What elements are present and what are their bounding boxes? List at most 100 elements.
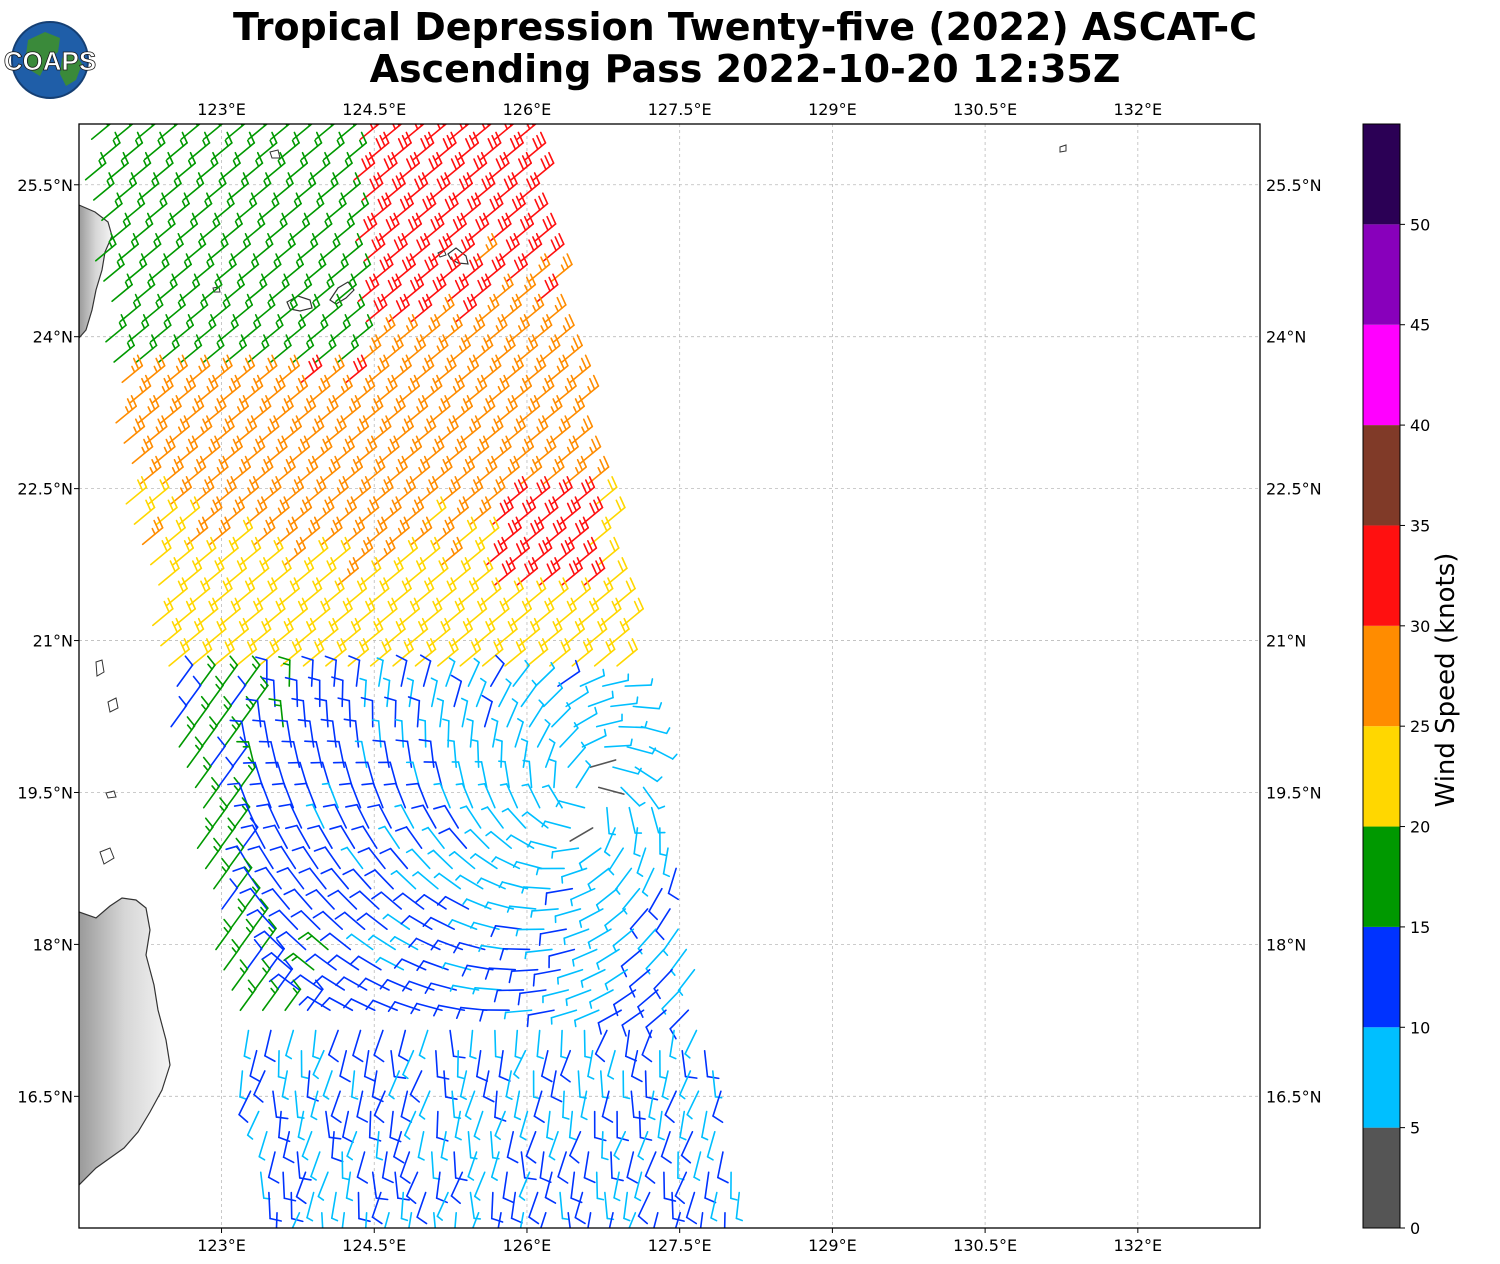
wind-barb [493,989,525,1003]
wind-barb [490,1191,504,1223]
wind-barb [348,655,361,687]
lon-tick-label-bottom: 132°E [1113,1236,1162,1255]
wind-barb [648,1090,656,1121]
wind-barb [416,476,439,505]
wind-barb [581,728,607,748]
wind-barb [306,979,324,1012]
wind-barb [495,738,503,768]
wind-barb [443,1070,458,1101]
wind-barb [555,800,586,809]
wind-barb [307,676,321,708]
wind-barb [341,1212,346,1228]
wind-barb [267,1151,280,1184]
wind-barb [346,933,374,951]
wind-barb [471,1212,480,1228]
wind-barb [525,1130,537,1164]
wind-barb [232,866,260,890]
wind-barb [451,761,466,789]
wind-barb [305,953,337,971]
wind-barb [455,782,474,809]
wind-barb [437,638,459,667]
wind-barb [427,849,453,870]
colorbar-tick-label: 35 [1410,516,1430,535]
wind-barb [264,1029,276,1063]
wind-barb [597,1009,622,1035]
lon-tick-label-bottom: 124.5°E [342,1236,406,1255]
wind-barb [361,395,384,424]
wind-barb [408,1212,413,1228]
wind-barb [587,928,612,950]
wind-barb [211,797,228,829]
wind-barb [551,702,571,728]
wind-barb [284,979,302,1012]
wind-barbs [84,124,743,1228]
wind-barb [430,677,438,708]
wind-barb [317,1171,329,1201]
wind-barb [382,913,411,931]
wind-barb [259,918,277,951]
wind-barb [459,1070,468,1100]
wind-barb [357,977,390,991]
colorbar-tick-label: 50 [1410,215,1430,234]
wind-barb [490,435,512,465]
wind-barb [408,455,431,485]
wind-barb [302,638,325,667]
wind-barb [351,825,378,849]
wind-barb [194,756,212,789]
wind-barb [497,1212,502,1228]
wind-barb [202,776,220,809]
wind-barb [430,939,464,951]
wind-barb [408,937,441,951]
wind-barb [612,766,642,775]
wind-barb [659,1049,667,1080]
wind-barb [321,782,339,809]
wind-barb [604,968,629,991]
title-line-1: Tropical Depression Twenty-five (2022) A… [232,5,1258,49]
lat-tick-label-right: 21°N [1266,632,1306,651]
wind-barb [256,803,280,829]
wind-barb [490,924,523,938]
lon-tick-label-bottom: 126°E [503,1236,552,1255]
wind-barb [546,1110,554,1141]
wind-barb [520,679,538,708]
wind-barb [514,273,537,303]
wind-barb [131,435,154,465]
wind-barb [628,1212,637,1228]
wind-barb [638,1110,653,1141]
wind-barb [376,657,384,687]
wind-barb [215,695,233,728]
wind-barb [514,718,524,748]
wind-barb [231,959,249,991]
wind-barb [276,867,305,890]
wind-barb [569,1130,582,1164]
wind-barb [568,1110,577,1141]
wind-barb [341,1151,350,1181]
wind-barb [404,1110,417,1140]
wind-barb [184,675,202,708]
axis-ticks: 123°E 123°E 124.5°E 124.5°E 126°E 126°E 127.5°… [17,100,1321,1255]
wind-barb [481,694,493,728]
wind-barb [298,996,331,1012]
wind-barb [521,811,549,829]
wind-barb [186,736,204,768]
wind-barb [330,1191,339,1222]
wind-barb [319,932,352,951]
colorbar-segment-6 [1363,525,1400,626]
wind-barb [338,782,362,809]
wind-barb [595,887,618,912]
wind-barb [247,845,274,870]
chart-title: Tropical Depression Twenty-five (2022) A… [160,6,1330,90]
wind-barb [520,738,529,768]
wind-barb [541,820,572,829]
wind-barb [365,999,398,1012]
wind-barb [557,1151,569,1184]
wind-barb [641,867,655,897]
colorbar-tick-label: 40 [1410,416,1430,435]
wind-barb [462,898,492,910]
lat-tick-label-right: 24°N [1266,328,1306,347]
wind-barb [545,738,556,768]
wind-barb [626,1151,638,1184]
wind-barb [290,1191,304,1223]
lon-tick-label-top: 132°E [1113,100,1162,119]
wind-barb [534,661,556,687]
